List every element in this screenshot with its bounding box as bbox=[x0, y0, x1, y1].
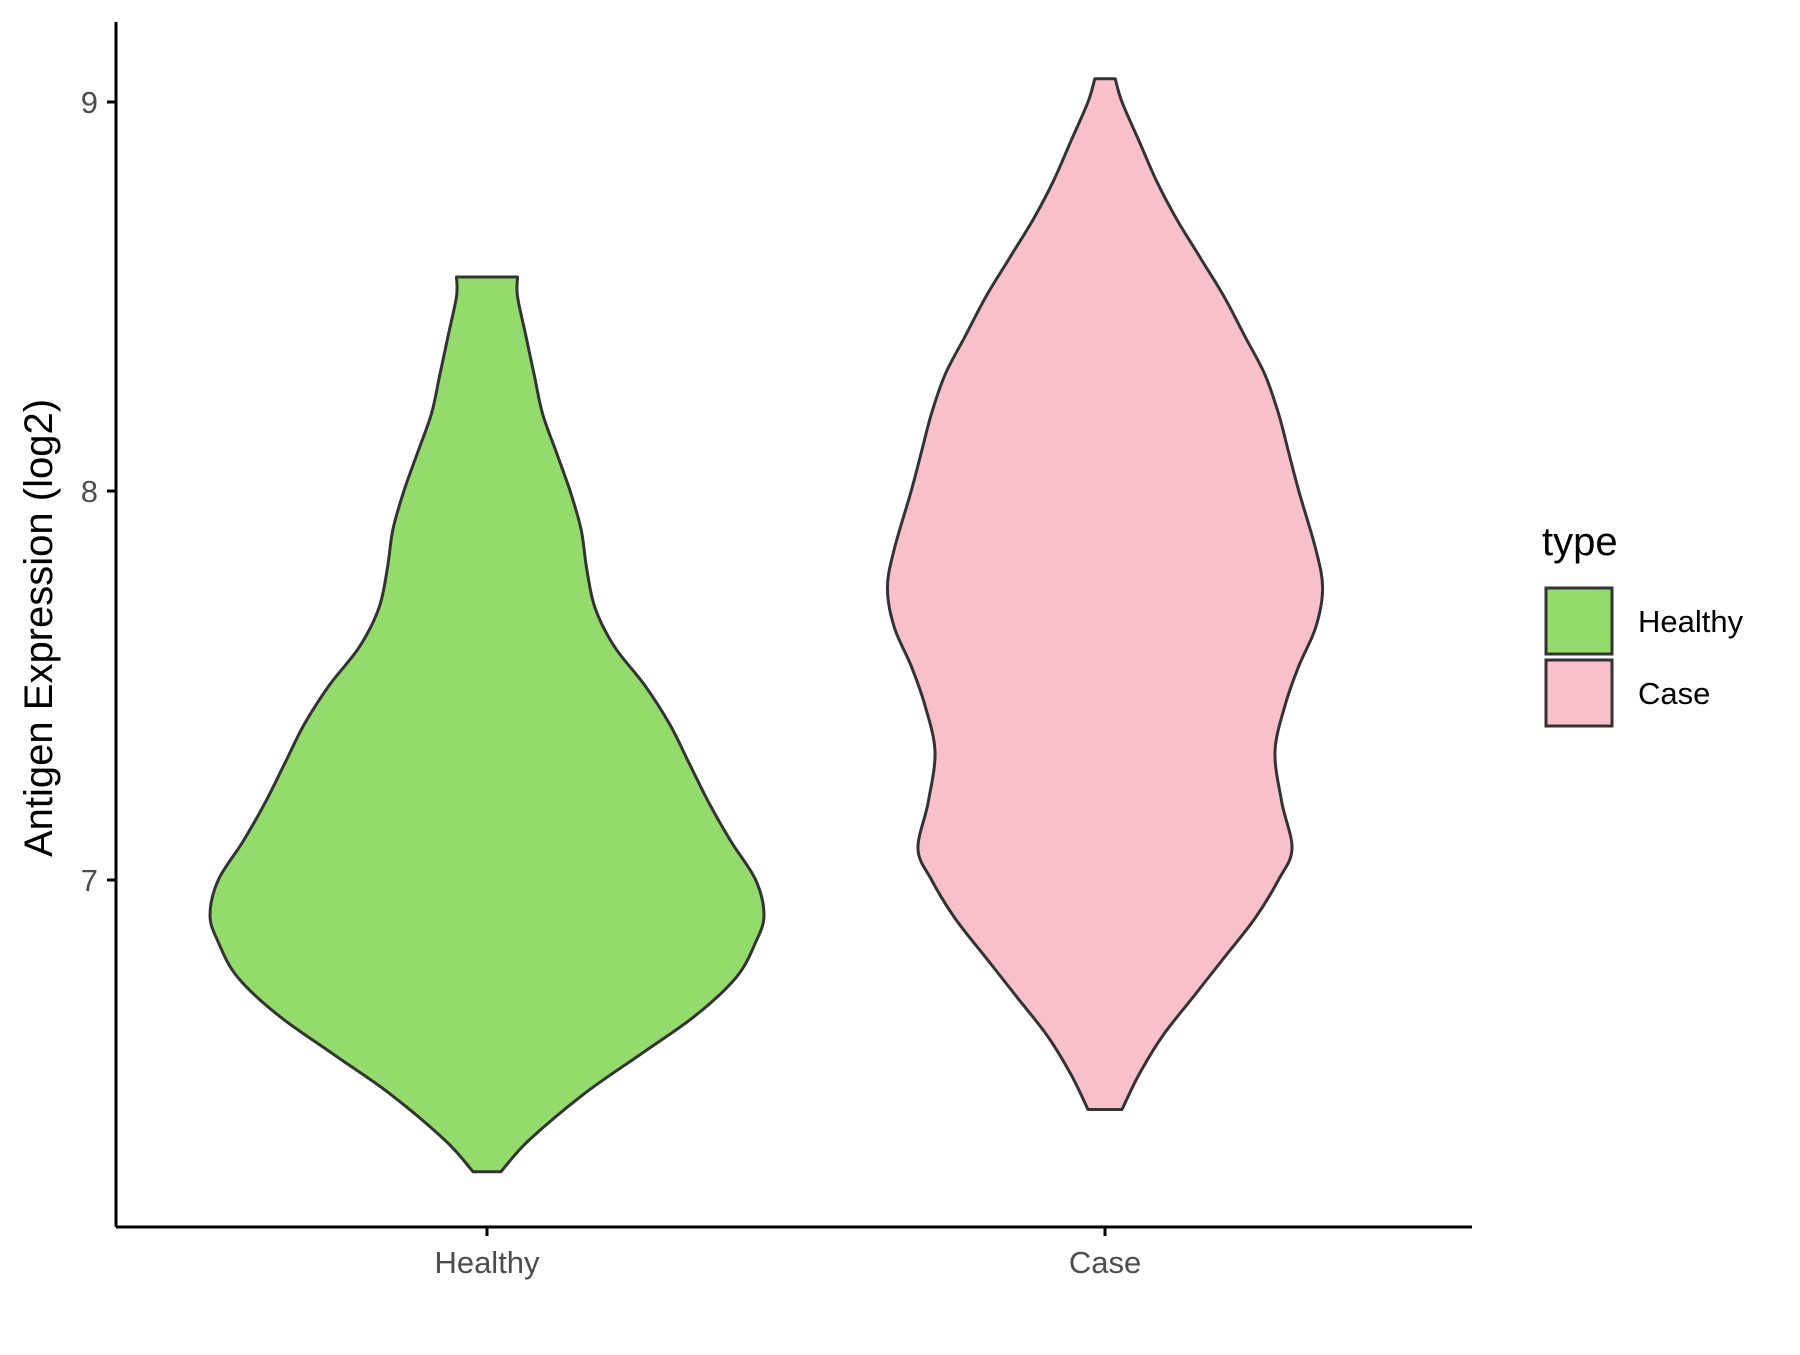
legend-swatch-case bbox=[1544, 658, 1614, 728]
axes-group bbox=[114, 22, 1472, 1229]
violin-case bbox=[885, 77, 1325, 1111]
legend-label-healthy: Healthy bbox=[1638, 604, 1744, 639]
legend: type Healthy Case bbox=[1542, 520, 1744, 728]
legend-label-case: Case bbox=[1638, 676, 1710, 711]
y-axis-title: Antigen Expression (log2) bbox=[17, 399, 61, 857]
y-ticks: 7 8 9 bbox=[81, 85, 116, 898]
x-tick-label: Healthy bbox=[434, 1245, 540, 1280]
x-tick-label: Case bbox=[1069, 1245, 1141, 1280]
y-tick-label: 9 bbox=[81, 85, 98, 120]
legend-title: type bbox=[1542, 520, 1618, 564]
x-ticks: Healthy Case bbox=[434, 1227, 1141, 1280]
violin-group bbox=[208, 77, 1325, 1174]
legend-swatch-healthy bbox=[1544, 586, 1614, 656]
violin-healthy bbox=[208, 275, 766, 1174]
legend-items: Healthy Case bbox=[1544, 586, 1744, 728]
y-tick-label: 7 bbox=[81, 863, 98, 898]
y-tick-label: 8 bbox=[81, 474, 98, 509]
